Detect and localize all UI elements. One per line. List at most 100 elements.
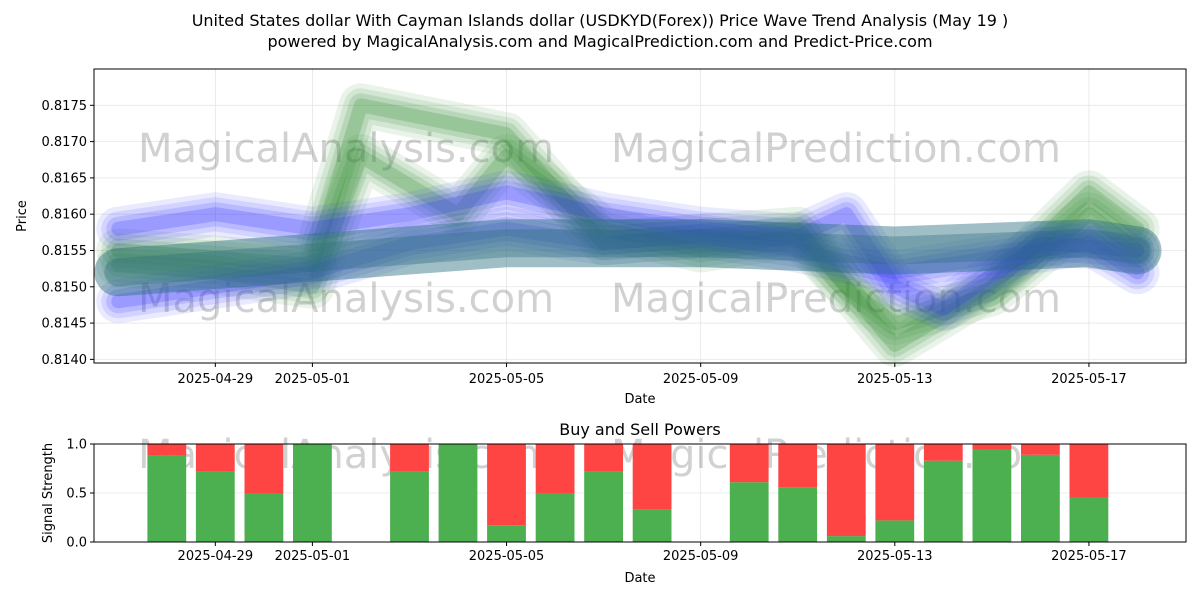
watermark-analysis: MagicalAnalysis.com	[138, 276, 554, 322]
price-wave-line	[111, 221, 1145, 309]
price-plot-area	[94, 69, 1186, 363]
watermark-analysis: MagicalAnalysis.com	[138, 126, 554, 172]
price-wave-line	[101, 175, 1155, 326]
price-wave-line	[101, 211, 1155, 319]
price-wave-line	[94, 219, 1162, 297]
sell-power-bar	[972, 444, 1012, 450]
power-x-tick-label: 2025-05-17	[1051, 549, 1127, 564]
price-wave-line	[111, 149, 1145, 331]
sell-power-bar	[195, 444, 235, 472]
price-wave-line	[106, 216, 1150, 314]
sell-power-bar	[487, 444, 526, 526]
sell-power-bar	[923, 444, 963, 461]
price-wave-line	[96, 83, 1160, 367]
price-wave-line	[96, 206, 1160, 324]
sell-power-bar	[535, 444, 575, 493]
sell-power-bar	[244, 444, 284, 493]
price-series-group	[94, 83, 1162, 367]
sell-power-bar	[1069, 444, 1109, 498]
price-series-3	[96, 170, 1160, 331]
power-x-axis: 2025-04-29 2025-05-01 2025-05-05 2025-05-09…	[178, 542, 1127, 564]
power-x-tick-label: 2025-05-05	[469, 549, 545, 564]
power-x-axis-label: Date	[624, 571, 655, 586]
price-x-tick-label: 2025-04-29	[178, 372, 254, 387]
price-x-tick-label: 2025-05-05	[469, 372, 545, 387]
buy-power-bar	[147, 455, 187, 542]
power-x-tick-label: 2025-04-29	[178, 549, 254, 564]
power-x-tick-label: 2025-05-13	[857, 549, 933, 564]
sell-power-bar	[390, 444, 429, 472]
buy-power-bar	[1069, 497, 1109, 542]
price-y-tick-label: 0.8175	[42, 99, 88, 114]
buy-power-bar	[923, 460, 963, 542]
price-y-tick-label: 0.8155	[42, 244, 88, 259]
power-y-tick-label: 0.5	[66, 487, 87, 502]
sell-power-bar	[632, 444, 672, 510]
sell-power-bar	[729, 444, 769, 483]
sell-power-bar	[778, 444, 818, 488]
price-y-tick-label: 0.8160	[42, 208, 88, 223]
buy-power-bar	[632, 509, 672, 542]
sell-power-bar	[584, 444, 623, 472]
price-x-axis-label: Date	[624, 392, 655, 407]
buy-power-bar	[778, 487, 818, 542]
price-wave-line	[106, 180, 1150, 321]
buy-power-bar	[390, 471, 429, 542]
price-series-5	[94, 219, 1162, 297]
price-y-tick-label: 0.8140	[42, 353, 88, 368]
buy-power-bar	[535, 493, 575, 542]
price-y-tick-label: 0.8145	[42, 317, 88, 332]
price-wave-line	[106, 144, 1150, 336]
price-y-axis: 0.8140 0.8145 0.8150 0.8155 0.8160 0.8165 0.81…	[42, 99, 94, 368]
power-y-axis: 0.0 0.5 1.0	[66, 438, 94, 551]
price-x-tick-label: 2025-05-17	[1051, 372, 1127, 387]
price-axes-frame	[93, 68, 1187, 364]
buy-power-bar	[875, 520, 915, 542]
sell-power-bar	[1021, 444, 1060, 455]
buy-power-bar	[972, 449, 1012, 542]
price-y-tick-label: 0.8165	[42, 171, 88, 186]
power-chart-title: Buy and Sell Powers	[559, 420, 721, 439]
watermark-prediction: MagicalPrediction.com	[611, 126, 1061, 172]
sell-power-bar	[875, 444, 915, 521]
price-wave-line	[101, 139, 1155, 341]
price-x-axis: 2025-04-29 2025-05-01 2025-05-05 2025-05-09…	[178, 363, 1127, 387]
price-wave-line	[111, 98, 1145, 352]
price-y-tick-label: 0.8150	[42, 280, 88, 295]
price-wave-line	[101, 88, 1155, 362]
price-y-axis-label: Price	[15, 200, 30, 232]
price-panel: MagicalAnalysis.com MagicalPrediction.co…	[15, 68, 1187, 407]
buy-power-bar	[244, 493, 284, 542]
buy-power-bar	[826, 536, 866, 542]
buy-power-bar	[584, 471, 623, 542]
price-series-1	[96, 83, 1160, 367]
price-gridlines	[94, 69, 1186, 363]
buy-power-bar	[438, 444, 478, 542]
power-y-tick-label: 1.0	[66, 438, 87, 453]
chart-title-line2: powered by MagicalAnalysis.com and Magic…	[267, 32, 932, 51]
price-wave-line	[96, 134, 1160, 346]
price-wave-line	[96, 170, 1160, 331]
sell-power-bar	[147, 444, 187, 456]
price-y-tick-label: 0.8170	[42, 135, 88, 150]
price-x-tick-label: 2025-05-13	[857, 372, 933, 387]
buy-power-bar	[293, 444, 332, 542]
price-x-tick-label: 2025-05-09	[663, 372, 739, 387]
buy-power-bar	[729, 482, 769, 542]
power-panel: Buy and Sell Powers MagicalAnalysis.com …	[41, 420, 1187, 586]
price-series-2	[96, 134, 1160, 346]
power-x-tick-label: 2025-05-09	[663, 549, 739, 564]
power-y-axis-label: Signal Strength	[41, 443, 56, 543]
watermark-prediction: MagicalPrediction.com	[611, 276, 1061, 322]
buy-power-bar	[487, 525, 526, 542]
buy-power-bar	[1021, 454, 1060, 542]
price-x-tick-label: 2025-05-01	[275, 372, 351, 387]
buy-power-bar	[195, 471, 235, 542]
power-x-tick-label: 2025-05-01	[275, 549, 351, 564]
price-wave-line	[104, 229, 1152, 287]
power-bars-group	[147, 444, 1109, 542]
price-wave-line	[106, 93, 1150, 357]
chart-title-line1: United States dollar With Cayman Islands…	[192, 11, 1009, 30]
